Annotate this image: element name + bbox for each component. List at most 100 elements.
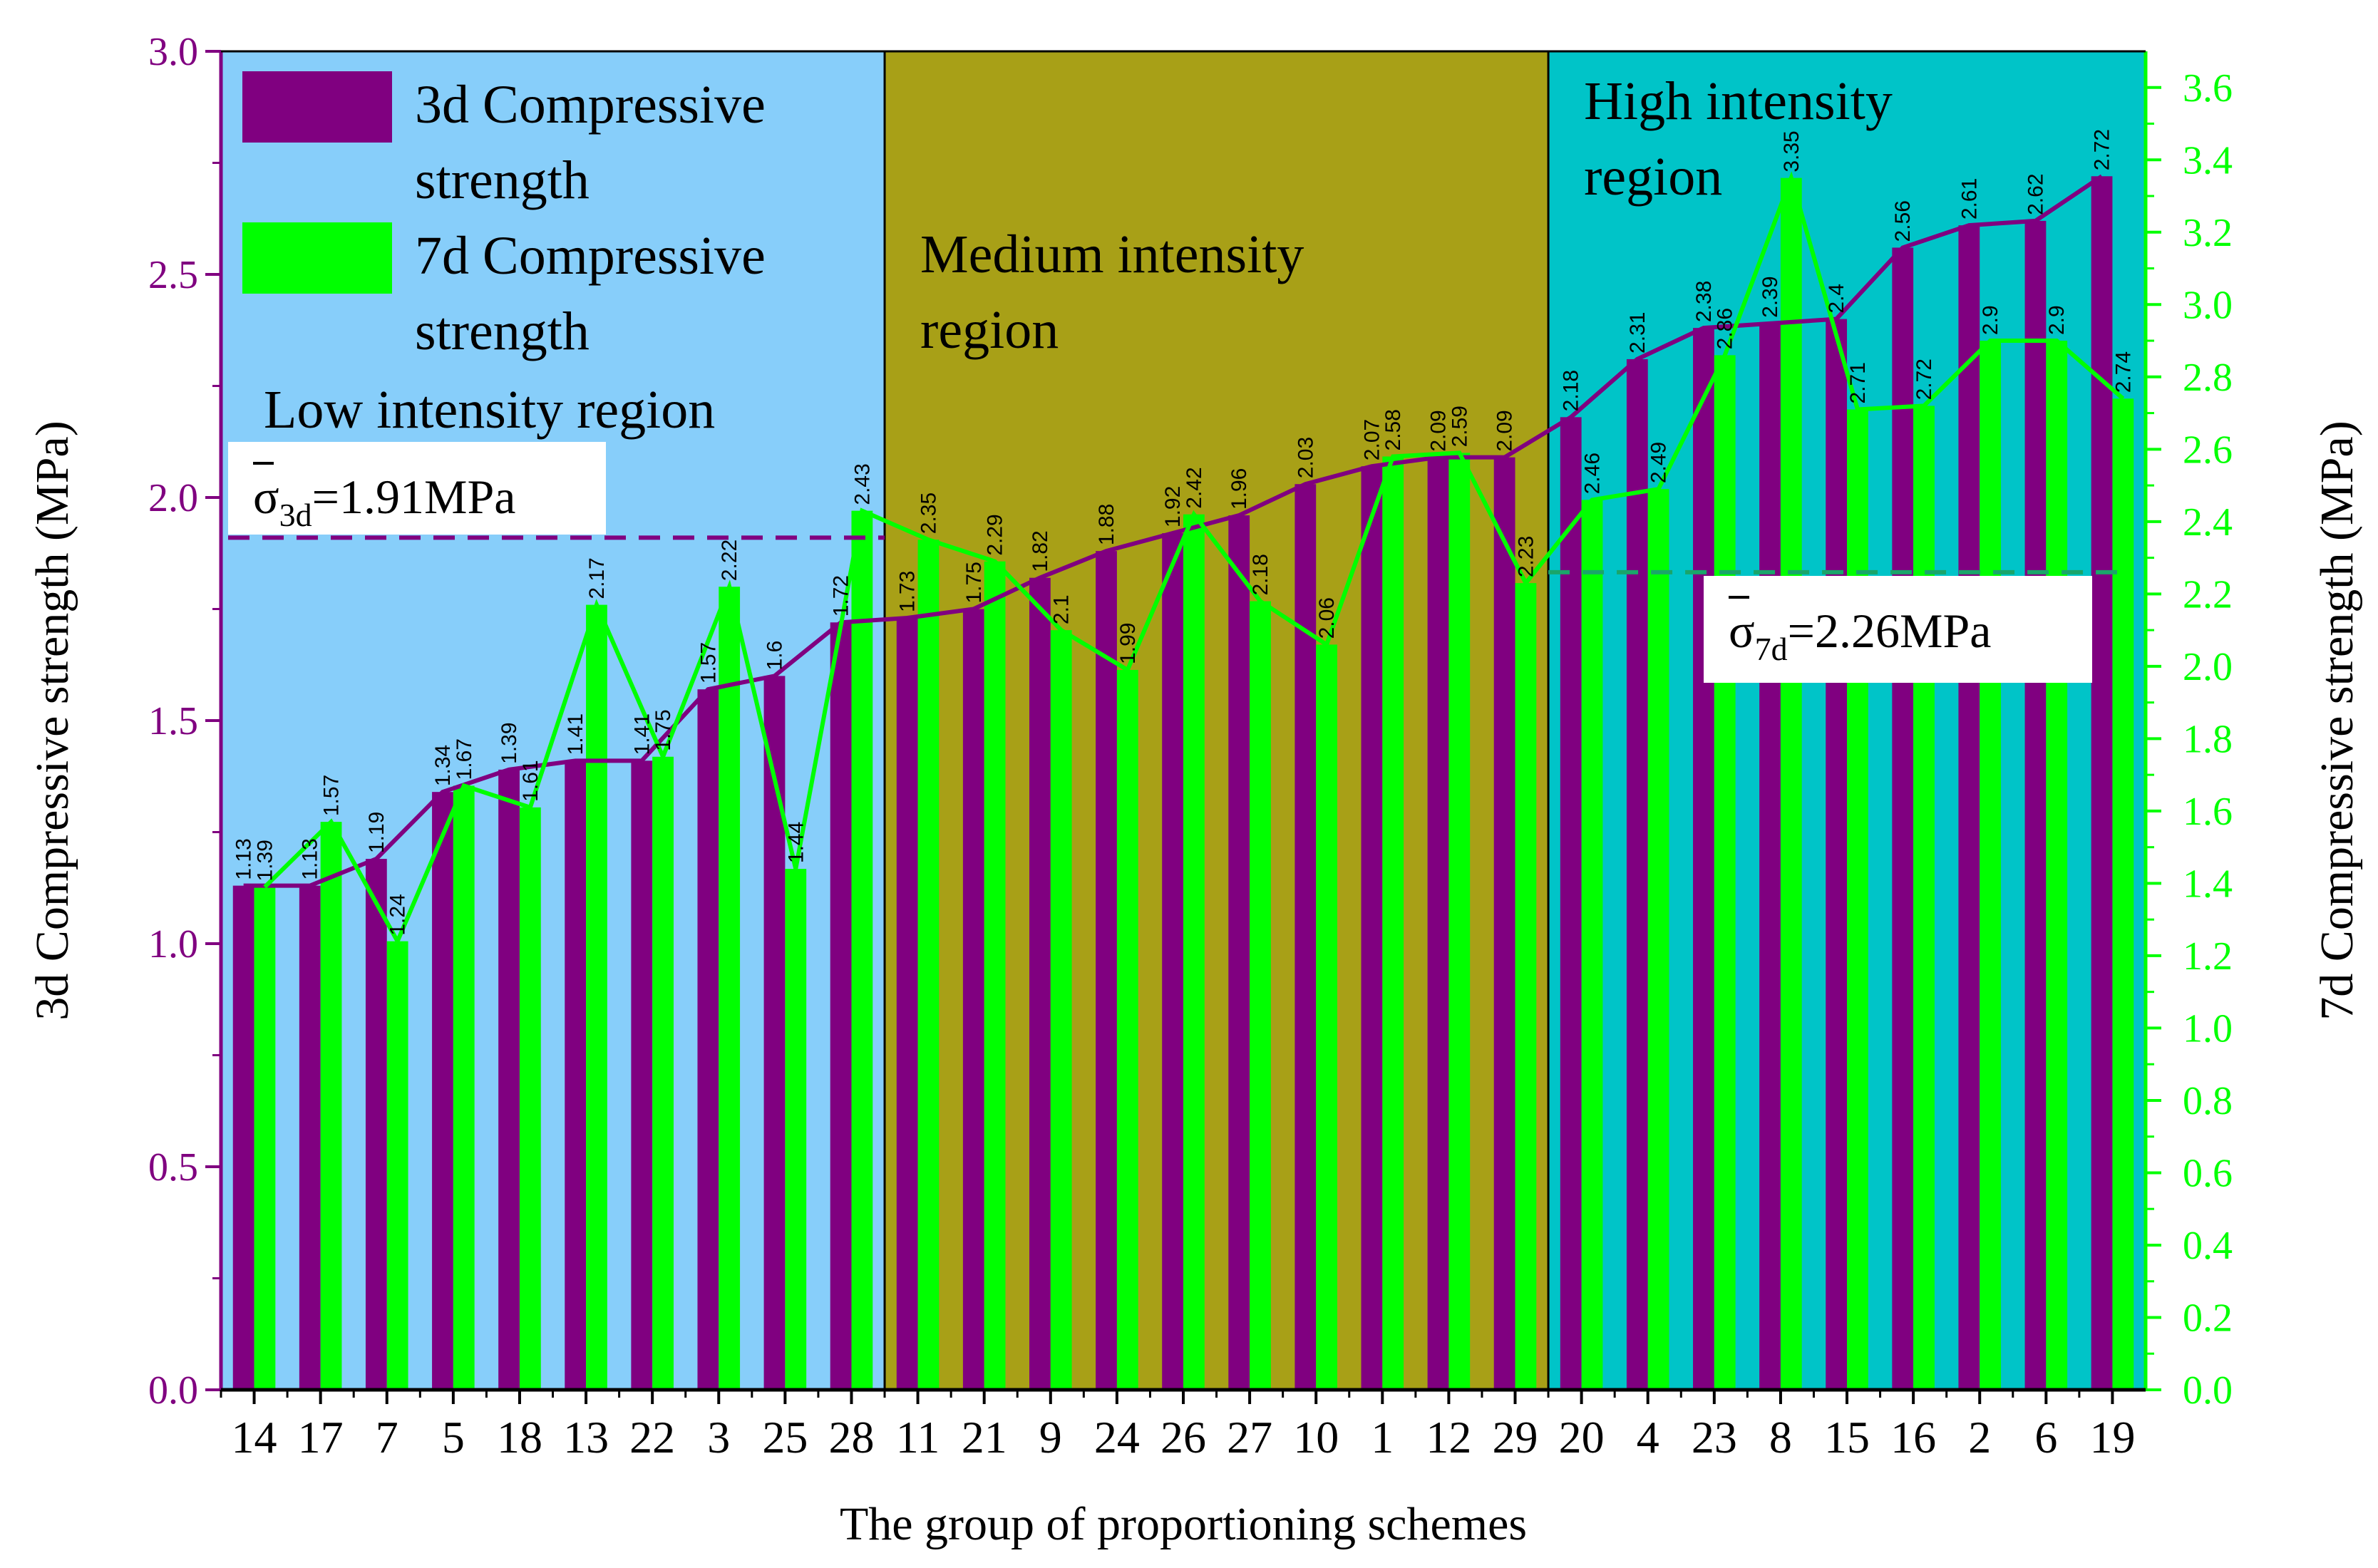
mean-7d-annotation-box [1704,576,2092,683]
y-right-tick-label: 3.0 [2183,283,2233,327]
line-3d [243,174,2104,888]
legend-swatch [242,71,392,143]
data-label-7d: 2.29 [984,514,1007,555]
bar-3d [896,618,918,1390]
bar-7d [320,822,342,1390]
x-axis-title: The group of proportioning schemes [840,1498,1527,1550]
bar-3d [365,859,387,1390]
y-right-tick-label: 0.2 [2183,1296,2233,1340]
x-tick-label: 18 [497,1412,542,1463]
x-tick-label: 6 [2034,1412,2057,1463]
data-label-3d: 1.72 [830,575,853,617]
x-tick-label: 16 [1890,1412,1936,1463]
data-label-3d: 1.19 [365,812,388,853]
data-label-3d: 1.39 [498,722,521,763]
bar-3d [1892,247,1914,1391]
bar-3d [1228,515,1250,1390]
bar-7d [1250,601,1271,1390]
line-7d [263,171,2125,947]
bar-7d [1448,453,1471,1390]
bar-7d [2046,341,2068,1390]
bar-7d [851,510,873,1390]
data-label-7d: 2.06 [1315,597,1339,639]
x-tick-label: 21 [962,1412,1007,1463]
x-tick-label: 28 [828,1412,874,1463]
data-label-3d: 1.6 [763,641,786,671]
data-label-3d: 2.03 [1294,437,1317,478]
data-label-7d: 2.74 [2111,351,2135,393]
data-label-7d: 1.75 [652,709,675,751]
data-label-7d: 2.42 [1183,467,1206,508]
bar-7d [1515,583,1537,1391]
x-tick-label: 3 [707,1412,730,1463]
bar-7d [453,785,475,1390]
y-left-tick-label: 1.5 [148,699,198,743]
y-axis-right-title: 7d Compressive strength (MPa) [2311,421,2363,1020]
data-label-3d: 1.92 [1161,486,1185,527]
bar-3d [1693,328,1714,1390]
bar-3d [232,885,254,1390]
x-tick-label: 23 [1692,1412,1737,1463]
bar-3d [498,769,520,1390]
bar-7d [2112,398,2134,1390]
y-left-tick-label: 1.0 [148,922,198,966]
mean-7d-annotation-text: σ7d=2.26MPa [1729,604,1991,667]
data-label-3d: 2.31 [1626,312,1649,354]
bar-7d [1647,489,1669,1390]
bar-7d [1050,630,1072,1390]
data-label-3d: 1.82 [1029,530,1052,572]
legend-label: strength [415,301,590,361]
x-tick-label: 5 [442,1412,465,1463]
bar-3d [1958,225,1980,1390]
data-label-3d: 2.62 [2024,173,2047,215]
y-left-tick-label: 3.0 [148,30,198,74]
bar-7d [586,604,607,1390]
bar-3d [1162,533,1183,1390]
data-label-7d: 2.9 [1979,305,2002,335]
data-label-7d: 1.39 [253,840,277,881]
y-right-tick-label: 2.4 [2183,500,2233,545]
bar-3d [299,885,321,1390]
x-tick-label: 14 [232,1412,277,1463]
y-right-tick-label: 1.2 [2183,934,2233,979]
bar-3d [1361,466,1383,1391]
bar-7d [1980,341,2002,1390]
x-tick-label: 11 [896,1412,940,1463]
y-right-tick-label: 2.8 [2183,356,2233,400]
y-left-tick-label: 2.5 [148,253,198,297]
bar-3d [1493,457,1515,1391]
data-label-7d: 1.44 [784,822,808,863]
bar-7d [719,587,741,1391]
x-tick-label: 22 [629,1412,675,1463]
y-right-tick-label: 1.8 [2183,717,2233,761]
data-label-7d: 2.22 [718,540,741,581]
y-right-tick-label: 2.6 [2183,428,2233,472]
data-label-7d: 1.99 [1116,623,1140,664]
y-right-tick-label: 3.6 [2183,66,2233,110]
mean-3d-annotation-text: σ3d=1.91MPa [253,470,515,533]
bar-3d [1826,319,1848,1391]
data-label-3d: 1.13 [232,838,256,880]
x-tick-label: 7 [376,1412,398,1463]
data-label-7d: 2.1 [1050,594,1074,624]
bar-3d [1427,457,1449,1391]
y-right-tick-label: 0.4 [2183,1224,2233,1268]
y-left-tick-label: 2.0 [148,476,198,520]
y-axis-left-title: 3d Compressive strength (MPa) [26,421,78,1020]
data-label-3d: 1.34 [431,745,455,786]
x-tick-label: 13 [563,1412,609,1463]
data-label-7d: 2.35 [917,492,940,534]
data-label-7d: 2.46 [1581,453,1605,494]
x-tick-label: 9 [1039,1412,1062,1463]
data-label-7d: 2.23 [1514,536,1538,577]
bar-7d [785,869,807,1390]
y-right-tick-label: 1.6 [2183,790,2233,834]
data-label-7d: 2.58 [1381,409,1405,450]
bar-7d [652,756,674,1390]
data-label-3d: 1.41 [564,713,587,755]
y-right-tick-label: 0.8 [2183,1079,2233,1123]
x-tick-label: 2 [1968,1412,1991,1463]
bar-3d [565,760,587,1390]
data-label-7d: 1.67 [453,738,476,780]
x-tick-label: 26 [1160,1412,1206,1463]
